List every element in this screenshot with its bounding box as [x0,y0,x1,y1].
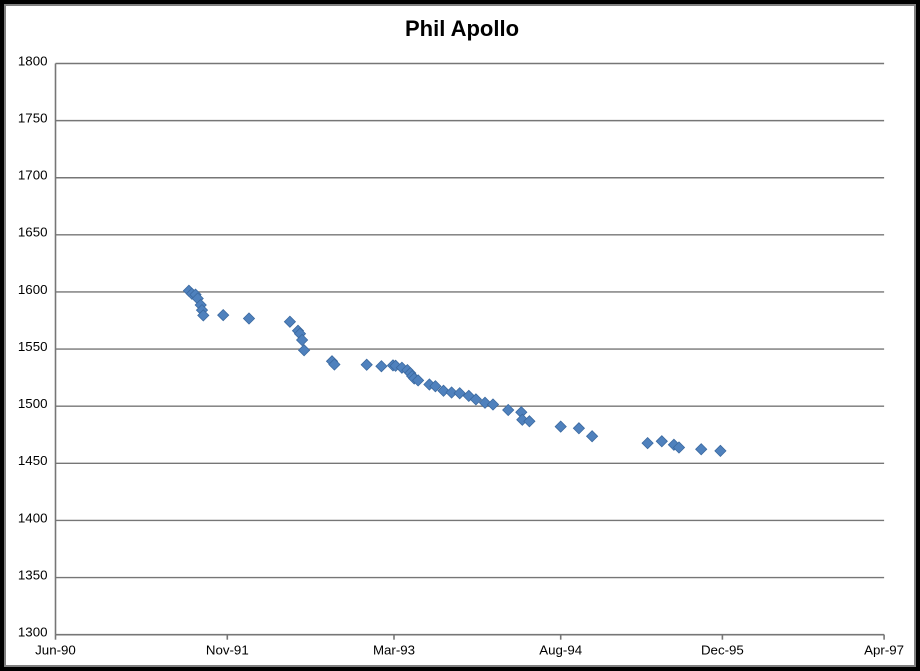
svg-text:1450: 1450 [18,453,48,468]
svg-text:1650: 1650 [18,225,48,240]
svg-text:1750: 1750 [18,110,48,125]
svg-text:1400: 1400 [18,510,48,525]
svg-text:1800: 1800 [18,53,48,68]
svg-text:1550: 1550 [18,339,48,354]
svg-text:Aug-94: Aug-94 [539,643,582,658]
svg-text:1500: 1500 [18,396,48,411]
svg-text:1600: 1600 [18,282,48,297]
svg-text:Dec-95: Dec-95 [701,643,744,658]
svg-text:1350: 1350 [18,567,48,582]
svg-text:Apr-97: Apr-97 [864,643,904,658]
svg-text:Mar-93: Mar-93 [373,643,415,658]
svg-text:Jun-90: Jun-90 [35,643,76,658]
svg-text:1300: 1300 [18,625,48,640]
svg-text:Nov-91: Nov-91 [206,643,249,658]
svg-text:1700: 1700 [18,168,48,183]
